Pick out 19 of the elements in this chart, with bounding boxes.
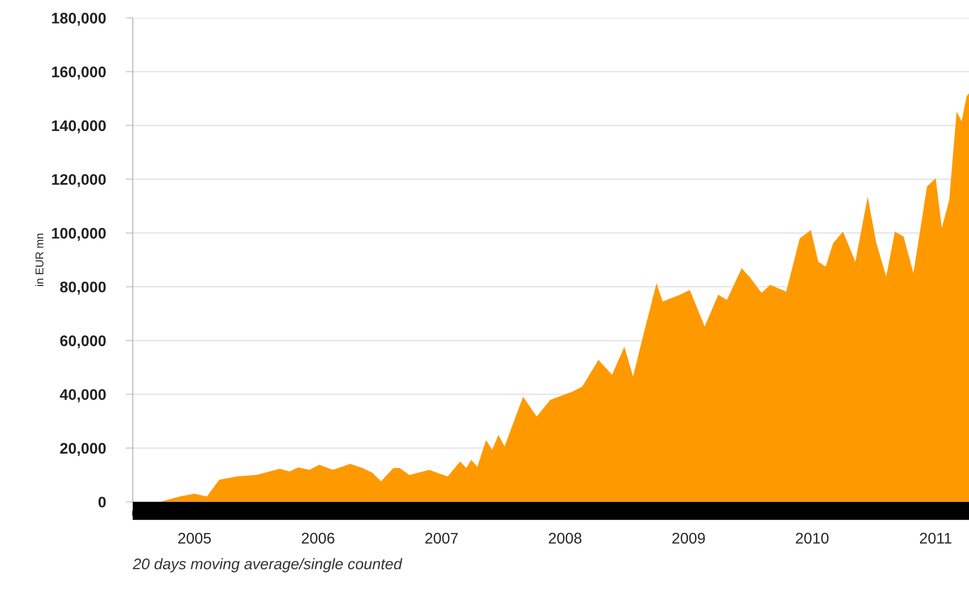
y-tick-label: 120,000 bbox=[52, 174, 106, 188]
y-tick-label: 0 bbox=[98, 496, 106, 508]
y-tick-label: 140,000 bbox=[52, 120, 106, 134]
x-tick-label: 2011 bbox=[920, 532, 952, 544]
x-tick-label: 2009 bbox=[672, 532, 705, 544]
x-tick-label: 2008 bbox=[548, 532, 582, 544]
text: 20 days moving average/single counted bbox=[132, 558, 402, 572]
y-tick-label: 80,000 bbox=[60, 282, 106, 295]
y-tick-label: 40,000 bbox=[60, 389, 106, 402]
x-tick-label: 2005 bbox=[178, 532, 211, 544]
y-tick-label: 60,000 bbox=[60, 335, 106, 348]
x-tick-label: 2006 bbox=[302, 532, 334, 544]
x-tick-label: 2007 bbox=[425, 532, 458, 544]
x-tick-label: 2010 bbox=[796, 532, 829, 544]
y-tick-label: 160,000 bbox=[52, 66, 106, 80]
y-tick-label: 180,000 bbox=[52, 12, 106, 26]
y-tick-label: 100,000 bbox=[52, 228, 106, 241]
y-tick-label: 20,000 bbox=[60, 442, 106, 456]
y-axis-title: in EUR mn bbox=[35, 234, 44, 286]
